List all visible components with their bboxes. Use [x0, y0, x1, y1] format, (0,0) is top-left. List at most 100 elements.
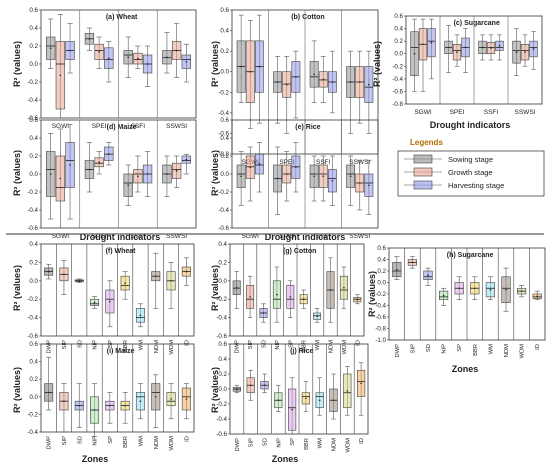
box-mean-dot	[316, 315, 318, 318]
box-mean-dot	[69, 49, 71, 52]
box-mean-dot	[447, 46, 450, 49]
x-tick-label: SP	[290, 438, 296, 446]
box-mean-dot	[427, 274, 429, 277]
y-tick-label: 0.6	[218, 341, 227, 348]
box-mean-dot	[154, 396, 157, 398]
box-mean-dot	[368, 83, 370, 86]
legend-swatch	[413, 154, 433, 164]
y-tick-label: 0.0	[29, 171, 38, 178]
panel-title: (f) Wheat	[106, 248, 137, 255]
legend: Legends Sowing stage Growth stage Harvestin…	[397, 138, 545, 197]
y-tick-label: 0.4	[29, 25, 38, 32]
y-tick-label: 0.0	[218, 386, 227, 393]
panel-title: (c) Sugarcane	[454, 20, 500, 27]
box-mean-dot	[532, 48, 535, 50]
box-mean-dot	[442, 294, 445, 297]
x-tick-label: WDM	[169, 340, 175, 355]
box-mean-dot	[69, 164, 71, 166]
box-mean-dot	[170, 398, 172, 400]
y-tick-label: 0.2	[29, 259, 38, 266]
box-mean-dot	[258, 65, 261, 68]
y-tick-label: -0.2	[218, 189, 229, 196]
y-tick-label: 0.0	[218, 278, 227, 285]
x-tick-label: SSWSI	[166, 123, 187, 130]
y-tick-label: 0.2	[220, 153, 229, 160]
x-tick-label: WM	[488, 344, 494, 354]
x-tick-label: NIP	[276, 438, 282, 448]
x-tick-label: SSFI	[484, 109, 499, 116]
x-tick-label: NDM	[504, 344, 510, 357]
x-tick-label: WM	[318, 438, 324, 448]
box-mean-dot	[277, 399, 280, 402]
box-mean-dot	[332, 399, 335, 402]
x-tick-label: BBR	[304, 438, 310, 450]
box-mean-dot	[185, 60, 188, 63]
y-tick-label: 0.2	[220, 48, 229, 55]
y-tick-label: -0.4	[218, 207, 229, 214]
box-mean-dot	[313, 175, 315, 178]
box-mean-dot	[63, 400, 65, 403]
box-mean-dot	[295, 76, 297, 78]
box-mean-dot	[240, 175, 242, 178]
box-mean-dot	[88, 168, 91, 171]
panel-title: (i) Maize	[107, 348, 135, 355]
box-mean-dot	[276, 293, 278, 296]
x-tick-label: WDM	[520, 344, 526, 359]
y-tick-label: -0.4	[392, 76, 403, 83]
legend-label: Sowing stage	[448, 155, 493, 164]
box-mean-dot	[258, 163, 261, 165]
box-mean-dot	[98, 51, 100, 53]
x-tick-label: WDM	[169, 436, 175, 451]
box-mean-dot	[276, 81, 279, 83]
x-tick-label: SSFI	[316, 233, 331, 240]
x-tick-label: SSWSI	[515, 109, 536, 116]
box-mean-dot	[108, 57, 110, 59]
box-mean-dot	[331, 81, 334, 83]
box-mean-dot	[263, 384, 266, 387]
x-tick-label: SSWSI	[166, 233, 187, 240]
y-tick-label: -0.4	[375, 303, 386, 310]
box-mean-dot	[396, 268, 398, 271]
y-tick-label: 0.6	[29, 7, 38, 14]
x-tick-label: BBR	[123, 436, 129, 448]
y-tick-label: 0.2	[29, 43, 38, 50]
legend-swatch	[413, 167, 433, 177]
x-tick-label: SGWI	[242, 233, 260, 240]
x-tick-label: BBR	[123, 340, 129, 352]
box-mean-dot	[78, 280, 81, 282]
box-mean-dot	[358, 182, 361, 184]
y-tick-label: 0.6	[220, 117, 229, 124]
box-mean-dot	[356, 298, 359, 301]
box-mean-dot	[520, 290, 523, 292]
box-mean-dot	[63, 273, 65, 276]
y-tick-label: 0.6	[377, 245, 386, 252]
box-mean-dot	[88, 38, 91, 40]
y-tick-label: -0.2	[27, 411, 38, 418]
box-mean-dot	[289, 296, 292, 298]
box-mean-dot	[109, 300, 111, 303]
box-mean-dot	[305, 397, 307, 400]
y-tick-label: -0.4	[216, 416, 227, 423]
x-tick-label: SSFI	[131, 123, 146, 130]
y-tick-label: 0.2	[218, 371, 227, 378]
panel-3: -0.6 -0.4 -0.2 0.0 0.2 0.4 0.6 (d) Maize SGWI SPE…	[27, 117, 197, 240]
y-tick-label: 0.2	[394, 38, 403, 45]
y-tick-label: 0.6	[394, 13, 403, 20]
x-tick-label: ID	[359, 438, 365, 444]
y-tick-label: -0.4	[27, 315, 38, 322]
box-mean-dot	[249, 384, 252, 387]
y-tick-label: -0.2	[218, 89, 229, 96]
box-mean-dot	[139, 400, 142, 403]
box-mean-dot	[360, 382, 362, 385]
box-mean-dot	[49, 47, 52, 50]
panel-title: (a) Wheat	[106, 14, 138, 21]
box-mean-dot	[108, 152, 110, 155]
box-mean-dot	[185, 270, 188, 273]
x-tick-label: BBR	[473, 344, 479, 356]
box-mean-dot	[458, 287, 461, 290]
x-axis-label-zones: Zones	[452, 364, 479, 374]
panel-7: -1.0 -0.8 -0.6 -0.4 -0.2 0.0 0.2 0.4 0.6 (h) Suga…	[375, 245, 546, 359]
x-tick-label: DWP	[235, 340, 241, 354]
